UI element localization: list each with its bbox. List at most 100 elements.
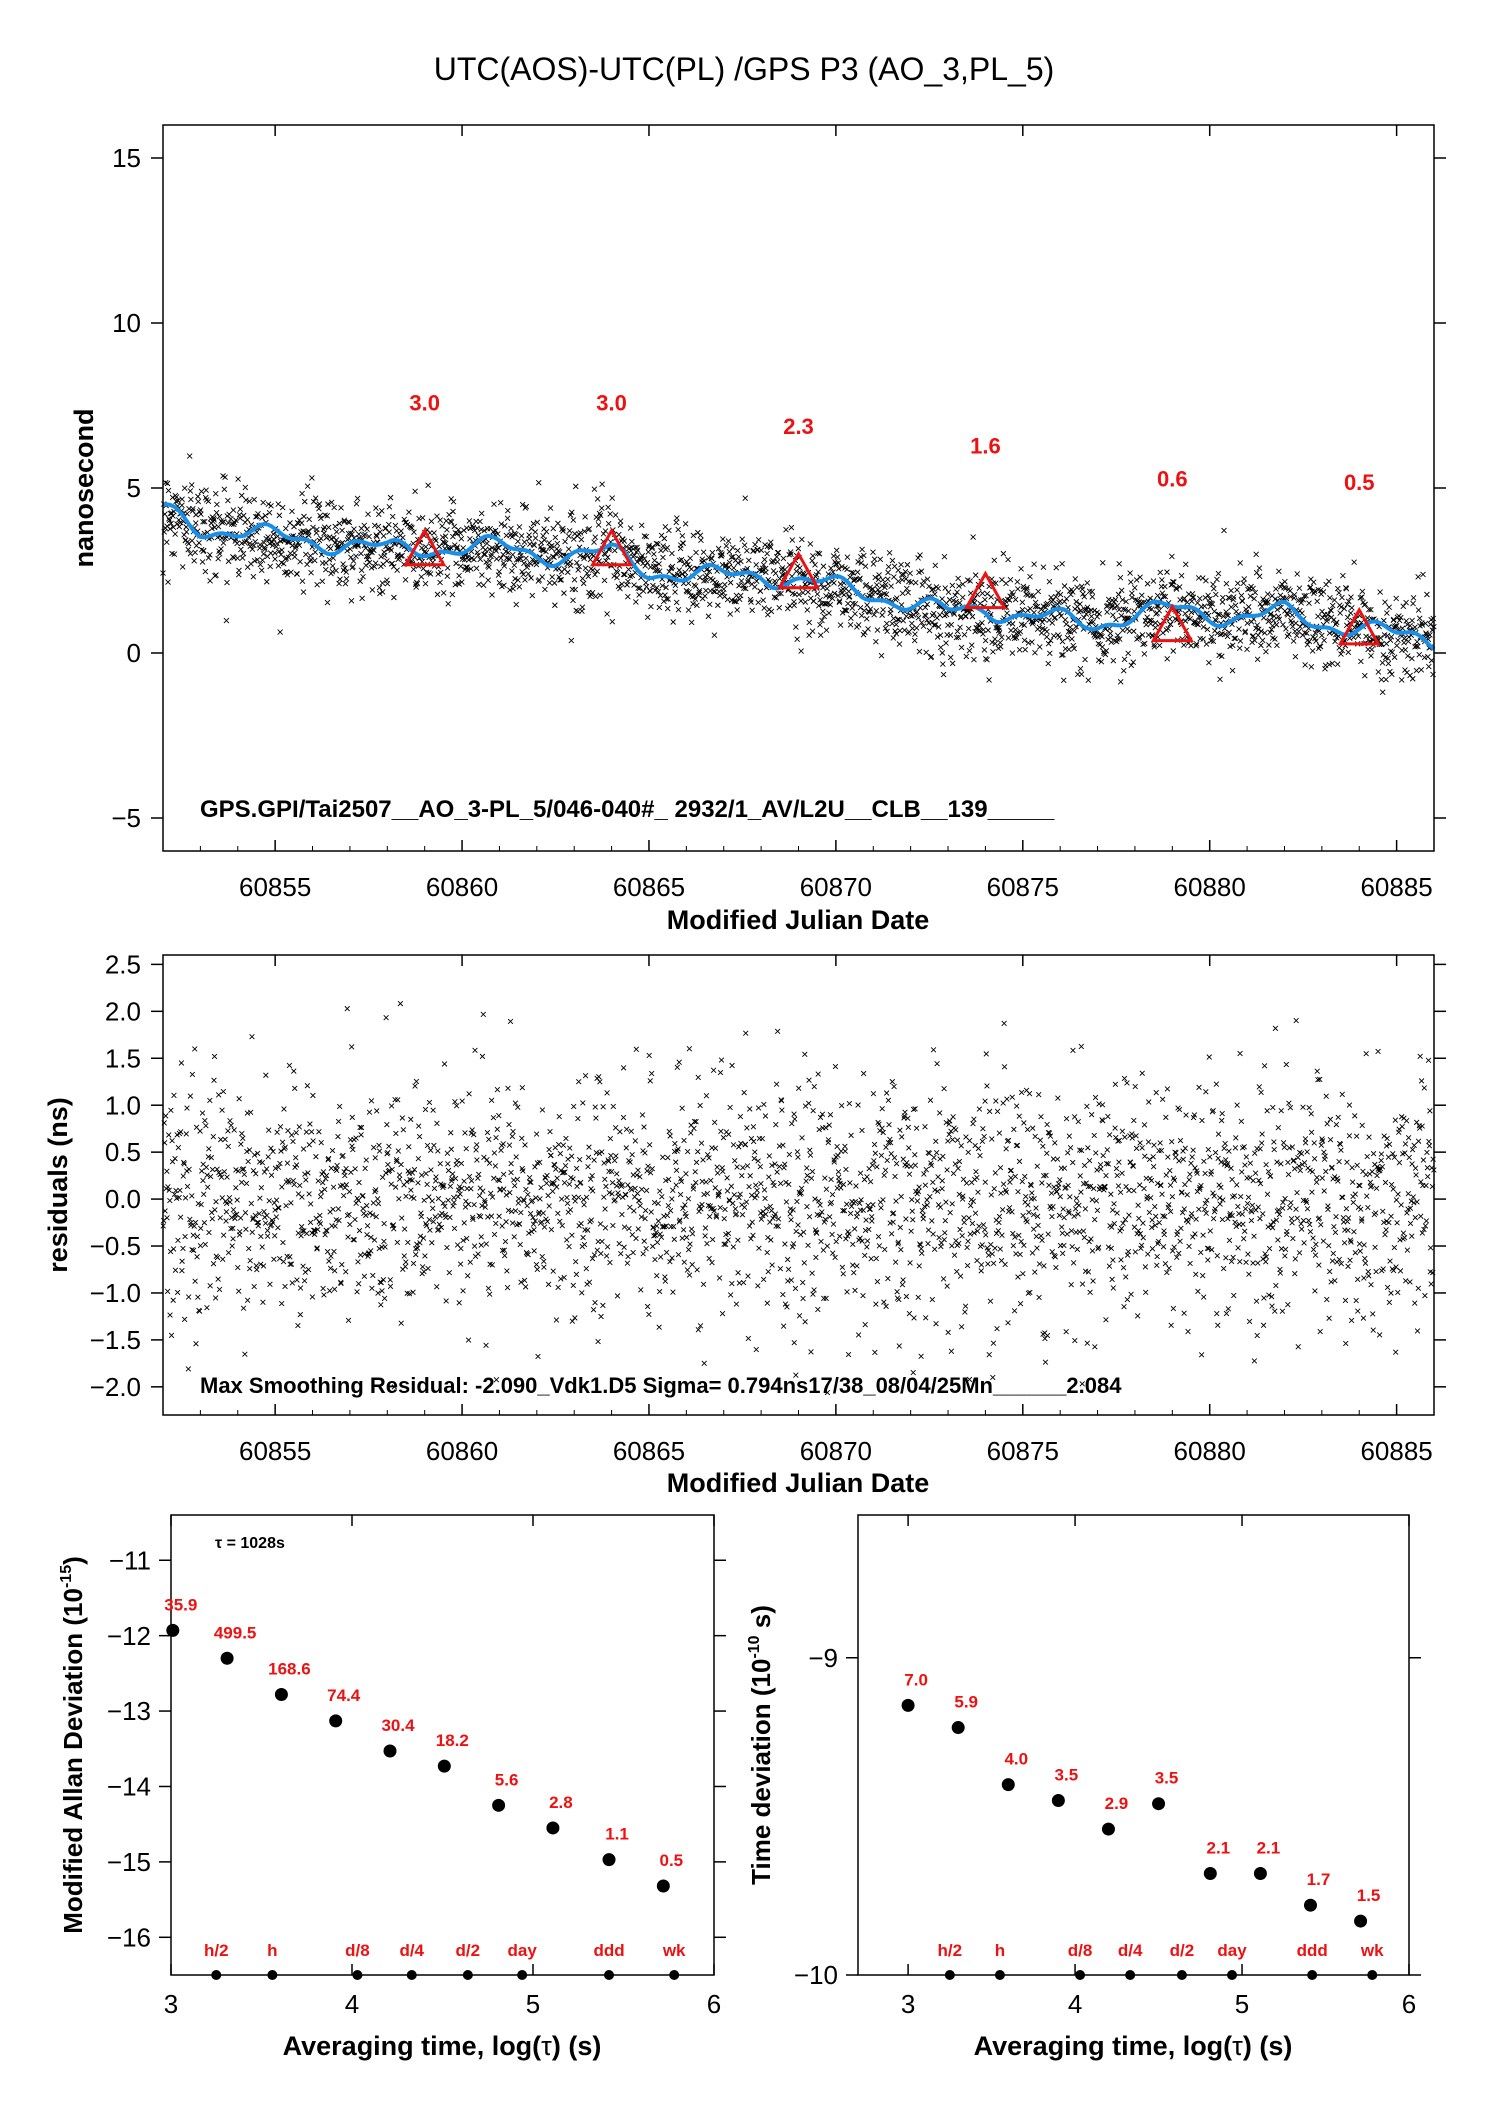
p1-point: [1099, 560, 1106, 566]
p1-point: [512, 575, 518, 582]
p1-point: [1192, 620, 1199, 627]
p1-xlabel: Modified Julian Date: [667, 905, 930, 935]
p1-point: [996, 624, 1002, 631]
p2-point: [1119, 1170, 1125, 1176]
p2-point: [542, 1175, 549, 1181]
p2-point: [309, 1294, 316, 1300]
p2-point: [493, 1134, 499, 1141]
p1-point: [648, 603, 654, 610]
p1-point: [736, 582, 742, 589]
p2-point: [930, 1179, 936, 1186]
p2-point: [683, 1171, 689, 1177]
p2-point: [1267, 1173, 1274, 1179]
p1-point: [1140, 641, 1146, 648]
p2-point: [1204, 1245, 1211, 1251]
p2-point: [878, 1205, 884, 1211]
p1-point: [696, 589, 703, 596]
p2-point: [175, 1237, 181, 1244]
p2-point: [244, 1297, 251, 1303]
p2-point: [832, 1063, 839, 1070]
p2-point: [1084, 1340, 1090, 1346]
p1-point: [1414, 638, 1420, 645]
p1-point: [202, 568, 209, 575]
p1-point: [1276, 568, 1282, 575]
p1-triangle-label: 0.6: [1157, 467, 1188, 492]
p2-point: [1066, 1133, 1073, 1139]
p1-point: [862, 563, 869, 569]
p1-point: [1138, 599, 1145, 606]
p2-point: [254, 1150, 261, 1157]
p2-point: [566, 1181, 573, 1187]
p2-point: [742, 1141, 749, 1148]
p2-point: [651, 1233, 657, 1239]
p1-point: [378, 553, 384, 560]
p1-point: [928, 653, 935, 660]
p1-point: [715, 545, 722, 552]
p1-point: [605, 520, 612, 527]
p2-point: [1198, 1249, 1204, 1256]
p1-point: [1272, 596, 1278, 602]
p1-point: [735, 560, 741, 566]
p1-point: [722, 562, 729, 568]
p1-point: [1254, 656, 1261, 663]
p2-point: [1070, 1047, 1076, 1054]
p2-point: [1240, 1236, 1247, 1242]
p2-point: [166, 1132, 172, 1138]
p2-point: [1054, 1189, 1060, 1195]
p1-point: [741, 542, 748, 549]
p2-point: [761, 1101, 767, 1108]
p1-point: [376, 584, 383, 591]
p2-point: [1275, 1125, 1282, 1131]
p1-point: [1208, 633, 1215, 640]
p2-point: [899, 1134, 905, 1140]
p2-point: [1131, 1117, 1137, 1124]
p2-point: [894, 1289, 900, 1295]
p1-point: [727, 579, 734, 586]
p2-point: [1017, 1300, 1024, 1307]
p2-point: [875, 1119, 881, 1126]
p2-point: [854, 1263, 860, 1269]
p2-point: [636, 1197, 642, 1204]
p2-point: [197, 1225, 204, 1232]
p2-point: [1044, 1150, 1050, 1157]
p1-point: [1242, 629, 1248, 636]
p1-point: [1252, 589, 1259, 596]
p1-point: [456, 572, 462, 579]
p1-point: [310, 498, 317, 505]
p2-point: [1198, 1352, 1205, 1358]
p1-point: [508, 525, 514, 532]
p2-point: [445, 1167, 452, 1174]
p2-point: [223, 1209, 230, 1215]
p1-point: [1409, 675, 1416, 682]
p1-point: [268, 502, 274, 509]
p2-point: [633, 1235, 639, 1242]
p2-point: [864, 1238, 871, 1244]
p1-point: [480, 582, 487, 589]
p2-point: [488, 1213, 495, 1219]
p1-point: [849, 605, 856, 611]
p2-point: [666, 1128, 672, 1135]
p1-point: [418, 573, 425, 580]
p2-point: [821, 1295, 827, 1302]
p2-point: [933, 1321, 939, 1327]
p2-point: [206, 1146, 212, 1152]
p2-point: [1070, 1159, 1076, 1166]
p2-point: [204, 1304, 210, 1311]
p1-point: [1079, 586, 1086, 593]
p2-point: [570, 1176, 576, 1182]
p2-point: [1061, 1165, 1068, 1171]
p1-point: [503, 555, 510, 561]
p1-point: [1269, 623, 1276, 629]
p1-point: [617, 585, 623, 592]
p2-point: [844, 1289, 850, 1295]
p2-point: [388, 1103, 395, 1109]
p2-point: [770, 1179, 776, 1186]
p1-point: [1388, 634, 1395, 640]
p1-point: [1068, 591, 1074, 598]
p2-point: [1220, 1197, 1226, 1203]
p2-point: [1123, 1274, 1129, 1280]
p2-point: [1183, 1112, 1189, 1118]
p2-point: [540, 1210, 547, 1216]
p2-point: [712, 1145, 719, 1151]
p2-point: [709, 1236, 716, 1243]
